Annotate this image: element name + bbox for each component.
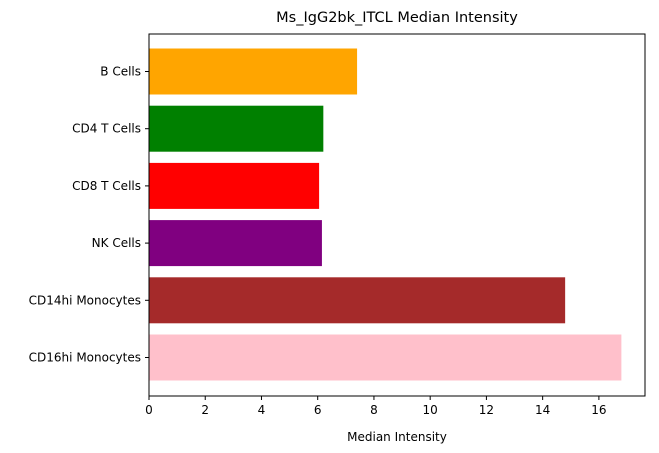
y-tick-label: NK Cells [92, 236, 141, 250]
y-tick-label: CD16hi Monocytes [29, 351, 141, 365]
x-tick-label: 0 [145, 403, 153, 417]
x-tick-label: 2 [201, 403, 209, 417]
plot-frame [148, 33, 646, 397]
x-axis-label: Median Intensity [347, 430, 447, 444]
x-tick-label: 12 [479, 403, 494, 417]
x-tick-label: 16 [591, 403, 606, 417]
bar-cd14hi-monocytes [149, 277, 566, 324]
bars-group [149, 48, 622, 381]
x-tick-label: 6 [314, 403, 322, 417]
y-tick-label: B Cells [100, 65, 141, 79]
bar-nk-cells [149, 220, 322, 267]
x-tick-label: 14 [535, 403, 550, 417]
x-tick-label: 4 [258, 403, 266, 417]
x-axis-ticks: 0 2 4 6 8 10 12 14 16 [145, 396, 607, 417]
bar-cd8-t-cells [149, 162, 320, 209]
y-tick-label: CD4 T Cells [72, 122, 141, 136]
x-tick-label: 8 [370, 403, 378, 417]
bar-cd4-t-cells [149, 105, 324, 152]
bar-b-cells [149, 48, 358, 95]
y-tick-label: CD8 T Cells [72, 179, 141, 193]
y-tick-label: CD14hi Monocytes [29, 293, 141, 307]
chart-title: Ms_IgG2bk_ITCL Median Intensity [276, 10, 518, 26]
bar-cd16hi-monocytes [149, 334, 622, 381]
y-axis-ticks: B Cells CD4 T Cells CD8 T Cells NK Cells CD1… [29, 65, 149, 365]
x-tick-label: 10 [423, 403, 438, 417]
